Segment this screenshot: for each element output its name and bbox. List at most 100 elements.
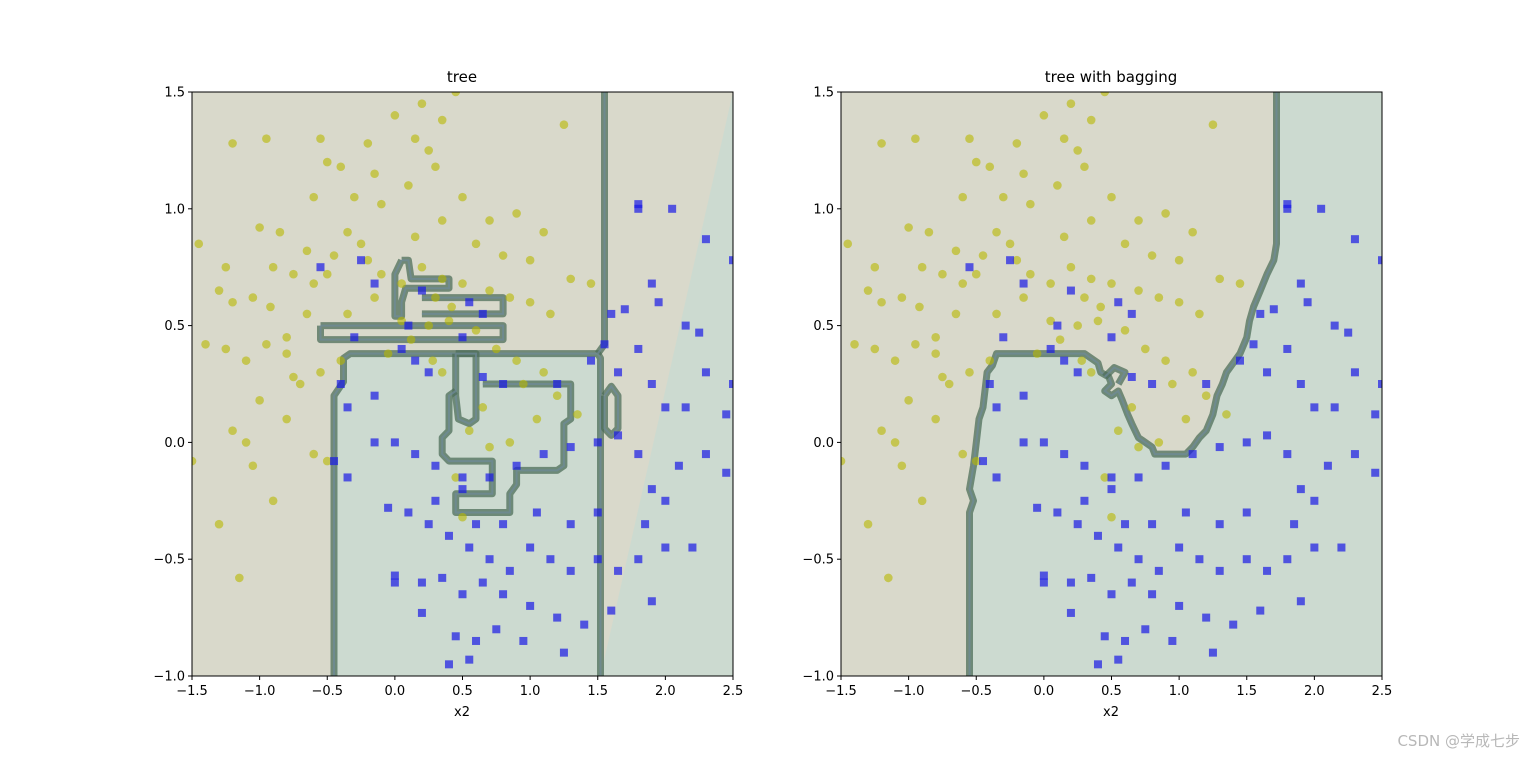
point-class-0 bbox=[377, 269, 386, 279]
point-class-1 bbox=[1215, 520, 1224, 529]
point-class-0 bbox=[917, 496, 927, 506]
point-class-0 bbox=[1039, 111, 1049, 120]
point-class-1 bbox=[695, 328, 704, 337]
point-class-0 bbox=[492, 344, 501, 354]
point-class-0 bbox=[390, 111, 400, 120]
point-class-1 bbox=[1242, 438, 1251, 447]
point-class-1 bbox=[431, 461, 440, 470]
x-tick-label: 2.0 bbox=[655, 684, 676, 699]
point-class-1 bbox=[674, 461, 683, 470]
point-class-0 bbox=[539, 227, 548, 237]
point-class-1 bbox=[1121, 520, 1130, 529]
point-class-1 bbox=[1296, 279, 1305, 288]
decision-boundary-inner bbox=[441, 383, 572, 514]
point-class-0 bbox=[1046, 316, 1055, 326]
point-class-1 bbox=[1073, 368, 1082, 377]
point-class-0 bbox=[512, 209, 521, 218]
point-class-0 bbox=[221, 262, 231, 272]
point-class-1 bbox=[1229, 620, 1238, 629]
point-class-0 bbox=[1019, 293, 1028, 302]
point-class-0 bbox=[938, 372, 947, 382]
point-class-1 bbox=[647, 485, 656, 494]
point-class-1 bbox=[1350, 368, 1359, 377]
point-class-0 bbox=[282, 414, 291, 424]
point-class-0 bbox=[985, 162, 995, 172]
point-class-0 bbox=[586, 279, 596, 288]
point-class-1 bbox=[1134, 555, 1143, 564]
point-class-1 bbox=[1053, 321, 1062, 330]
point-class-1 bbox=[1188, 450, 1197, 459]
point-class-0 bbox=[1086, 115, 1096, 125]
point-class-0 bbox=[1161, 209, 1170, 218]
point-class-1 bbox=[478, 578, 487, 587]
point-class-1 bbox=[999, 333, 1008, 342]
point-class-1 bbox=[1242, 555, 1251, 564]
point-class-0 bbox=[397, 279, 406, 288]
point-class-0 bbox=[1055, 335, 1065, 344]
decision-boundary-inner bbox=[968, 92, 1278, 676]
point-class-0 bbox=[309, 279, 319, 288]
point-class-1 bbox=[1263, 368, 1272, 377]
point-class-1 bbox=[668, 204, 677, 213]
point-class-0 bbox=[1086, 216, 1096, 225]
point-class-1 bbox=[1093, 531, 1102, 540]
point-class-0 bbox=[268, 262, 278, 272]
y-tick-label: −0.5 bbox=[153, 553, 185, 568]
point-class-0 bbox=[363, 139, 373, 148]
point-class-0 bbox=[370, 169, 379, 179]
point-class-1 bbox=[1066, 608, 1075, 617]
point-class-1 bbox=[458, 473, 467, 482]
point-class-1 bbox=[681, 321, 690, 330]
point-class-1 bbox=[370, 279, 379, 288]
point-class-0 bbox=[228, 426, 237, 436]
point-class-0 bbox=[356, 239, 366, 249]
point-class-1 bbox=[1127, 578, 1136, 587]
point-class-0 bbox=[1134, 286, 1143, 295]
point-class-0 bbox=[383, 349, 393, 358]
point-class-1 bbox=[1310, 543, 1319, 552]
point-class-1 bbox=[661, 403, 670, 412]
point-class-0 bbox=[485, 216, 494, 225]
point-class-1 bbox=[729, 380, 733, 388]
point-class-0 bbox=[519, 379, 528, 389]
x-tick-label: −1.0 bbox=[893, 684, 925, 699]
point-class-1 bbox=[526, 543, 535, 552]
point-class-0 bbox=[512, 356, 521, 365]
point-class-0 bbox=[235, 573, 244, 583]
point-class-0 bbox=[192, 456, 197, 466]
decision-boundary-inner bbox=[603, 384, 619, 437]
point-class-0 bbox=[1073, 321, 1082, 330]
point-class-0 bbox=[1012, 139, 1022, 148]
point-class-1 bbox=[404, 321, 413, 330]
point-class-0 bbox=[850, 339, 859, 349]
y-tick-label: 0.0 bbox=[813, 436, 834, 451]
point-class-1 bbox=[499, 520, 508, 529]
point-class-1 bbox=[505, 566, 514, 575]
point-class-0 bbox=[1019, 169, 1028, 179]
point-class-1 bbox=[458, 333, 467, 342]
x-axis-label: x2 bbox=[1103, 705, 1119, 720]
point-class-0 bbox=[444, 316, 454, 326]
point-class-1 bbox=[1107, 473, 1116, 482]
point-class-0 bbox=[911, 339, 920, 349]
point-class-1 bbox=[553, 613, 562, 622]
point-class-1 bbox=[1100, 632, 1109, 641]
point-class-1 bbox=[1202, 613, 1211, 622]
point-class-0 bbox=[1188, 227, 1197, 237]
point-class-0 bbox=[1188, 368, 1197, 377]
point-class-0 bbox=[525, 255, 535, 265]
x-tick-label: 1.0 bbox=[1169, 684, 1190, 699]
point-class-0 bbox=[897, 461, 907, 471]
point-class-0 bbox=[363, 255, 373, 265]
point-class-1 bbox=[1378, 256, 1382, 265]
point-class-0 bbox=[1059, 134, 1069, 144]
point-class-1 bbox=[1330, 321, 1339, 330]
point-class-0 bbox=[322, 269, 332, 279]
point-class-1 bbox=[519, 636, 528, 645]
point-class-0 bbox=[437, 274, 447, 284]
point-class-0 bbox=[931, 414, 940, 424]
point-class-1 bbox=[1019, 438, 1028, 447]
point-class-0 bbox=[877, 297, 886, 307]
point-class-1 bbox=[566, 520, 575, 529]
point-class-1 bbox=[1202, 380, 1211, 388]
